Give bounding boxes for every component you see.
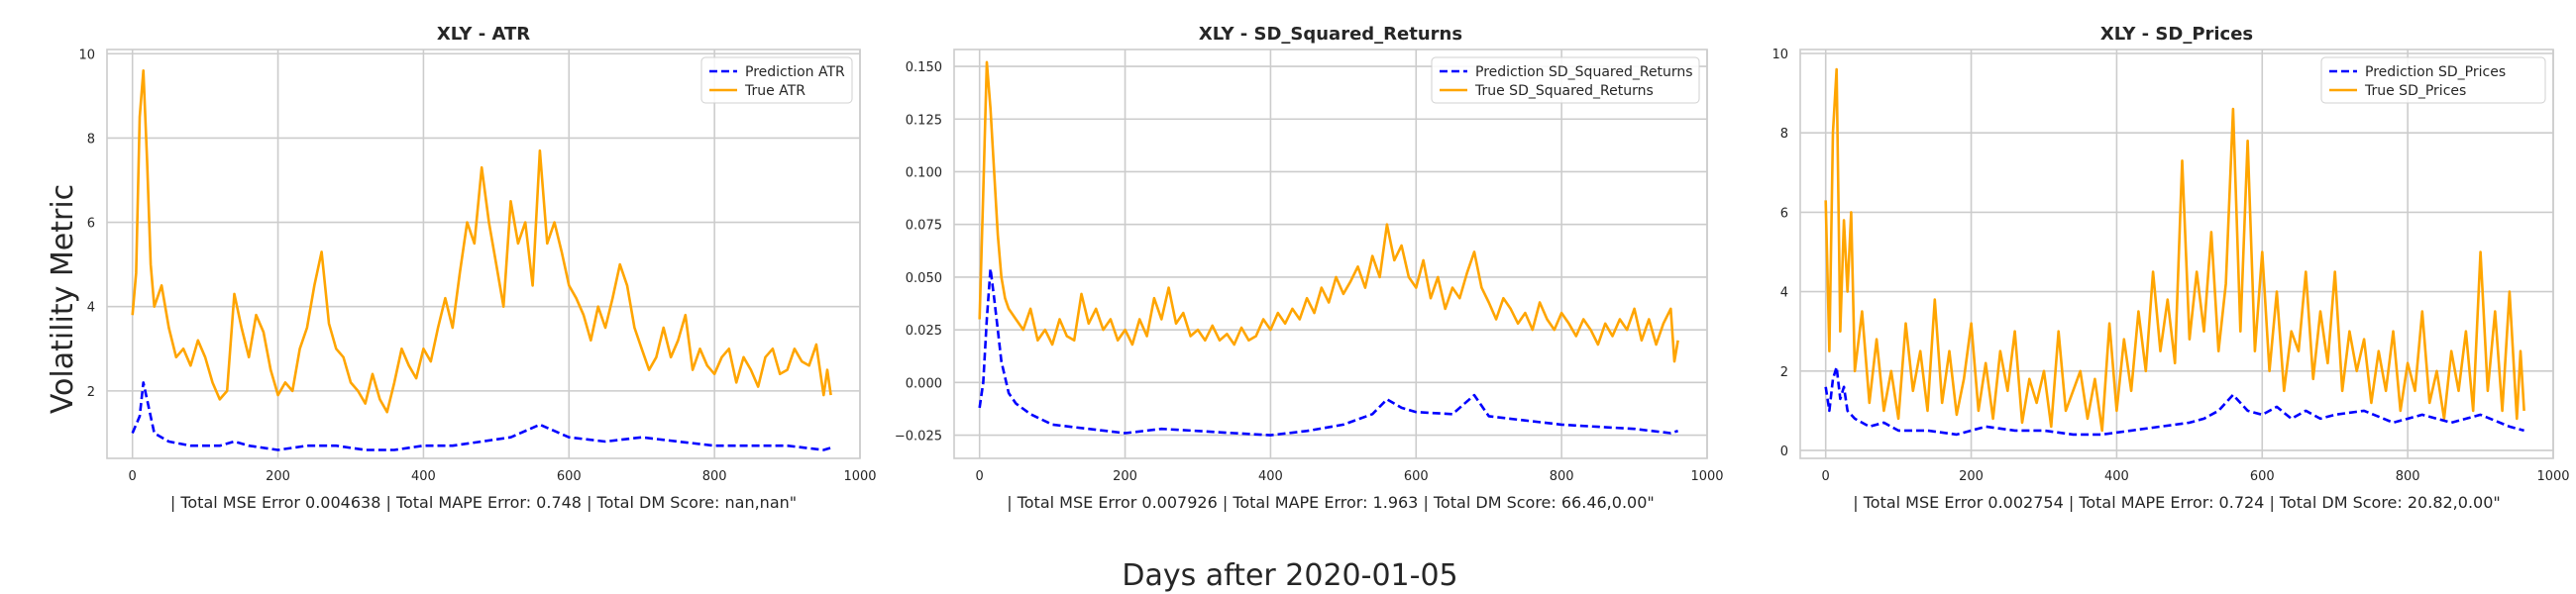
- x-tick-label: 800: [2396, 469, 2420, 484]
- x-tick-label: 1000: [843, 469, 876, 484]
- x-tick-label: 0: [976, 469, 984, 484]
- plot-frame: [953, 49, 1708, 459]
- legend-label: True SD_Prices: [2364, 83, 2466, 99]
- plot-frame: [1799, 49, 2554, 459]
- y-tick-label: 0.100: [906, 165, 942, 180]
- legend: Prediction SD_Prices True SD_Prices: [2320, 56, 2546, 104]
- y-tick-label: 10: [1771, 48, 1788, 62]
- plot-area: [954, 50, 1707, 458]
- x-tick-label: 200: [1959, 469, 1984, 484]
- series-line-true: [978, 60, 1679, 363]
- x-tick-label: 1000: [2536, 469, 2569, 484]
- legend-label: Prediction SD_Prices: [2365, 64, 2506, 80]
- panel-1: 0 200 400 600 800 1000 2 4 6 8 10 XLY - ATR | Total …: [78, 24, 876, 512]
- legend-label: Prediction ATR: [745, 64, 845, 80]
- panel-3: 0 200 400 600 800 1000 0 2 4 6 8 10 XLY - SD_Prices |…: [1771, 24, 2569, 512]
- panel-xlabel: | Total MSE Error 0.004638 | Total MAPE …: [170, 493, 797, 512]
- panel-title: XLY - ATR: [437, 24, 530, 45]
- series-line-true: [131, 69, 832, 414]
- y-tick-label: 2: [1780, 365, 1788, 380]
- legend-label: True SD_Squared_Returns: [1474, 83, 1654, 99]
- y-tick-label: 8: [1780, 127, 1788, 142]
- y-tick-label: 4: [1780, 286, 1788, 301]
- x-tick-label: 200: [266, 469, 290, 484]
- legend: Prediction SD_Squared_Returns True SD_Squ…: [1431, 56, 1700, 104]
- figure-xlabel: Days after 2020-01-05: [1122, 558, 1457, 593]
- x-tick-label: 0: [129, 469, 137, 484]
- legend-box: [700, 56, 853, 104]
- legend: Prediction ATR True ATR: [700, 56, 853, 104]
- panel-title: XLY - SD_Squared_Returns: [1199, 24, 1462, 45]
- y-tick-label: 0.075: [906, 219, 942, 234]
- panel-xlabel: | Total MSE Error 0.002754 | Total MAPE …: [1853, 493, 2501, 512]
- y-tick-label: 0.025: [906, 324, 942, 339]
- y-tick-label: 0.000: [906, 376, 942, 391]
- x-tick-label: 200: [1113, 469, 1137, 484]
- y-tick-label: 0.125: [906, 113, 942, 128]
- plot-frame: [106, 49, 861, 459]
- y-tick-label: 0: [1780, 445, 1788, 459]
- y-tick-label: 2: [87, 385, 95, 400]
- series-line-prediction: [978, 267, 1678, 437]
- y-tick-label: 8: [87, 132, 95, 147]
- x-tick-label: 600: [1404, 469, 1429, 484]
- x-tick-label: 1000: [1690, 469, 1723, 484]
- panel-2: 0 200 400 600 800 1000 −0.025 0.000 0.025 0.050 0.…: [895, 24, 1724, 512]
- series-line-prediction: [131, 381, 831, 451]
- y-tick-label: 0.150: [906, 60, 942, 75]
- x-tick-label: 800: [1550, 469, 1574, 484]
- legend-label: True ATR: [744, 83, 805, 99]
- figure-ylabel: Volatility Metric: [46, 184, 80, 414]
- series-line-true: [1824, 67, 2525, 433]
- x-tick-label: 600: [2250, 469, 2275, 484]
- panel-title: XLY - SD_Prices: [2100, 24, 2253, 45]
- x-tick-label: 0: [1822, 469, 1830, 484]
- x-tick-label: 800: [702, 469, 727, 484]
- x-tick-label: 400: [1258, 469, 1283, 484]
- panel-xlabel: | Total MSE Error 0.007926 | Total MAPE …: [1007, 493, 1655, 512]
- y-tick-label: 6: [1780, 206, 1788, 221]
- y-tick-label: 10: [78, 48, 95, 62]
- x-tick-label: 600: [557, 469, 582, 484]
- y-tick-label: −0.025: [895, 430, 942, 445]
- legend-box: [2320, 56, 2546, 104]
- legend-label: Prediction SD_Squared_Returns: [1475, 64, 1693, 80]
- legend-box: [1431, 56, 1700, 104]
- y-tick-label: 6: [87, 217, 95, 232]
- y-tick-label: 0.050: [906, 271, 942, 286]
- series-line-prediction: [1824, 365, 2524, 437]
- x-tick-label: 400: [2104, 469, 2129, 484]
- x-tick-label: 400: [411, 469, 436, 484]
- y-tick-label: 4: [87, 301, 95, 316]
